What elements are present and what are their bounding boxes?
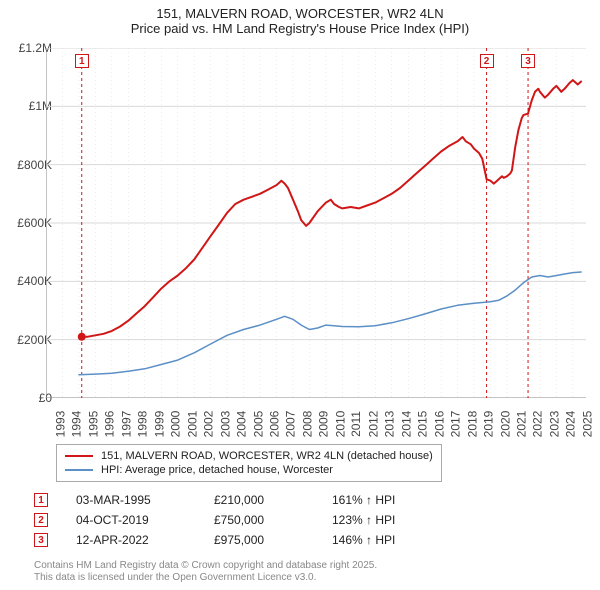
x-axis-labels: 1993199419951996199719981999200020012002… bbox=[46, 400, 586, 444]
plot-svg bbox=[46, 48, 586, 398]
x-tick-label: 2023 bbox=[547, 411, 561, 438]
plot-area bbox=[46, 48, 586, 398]
sale-date: 04-OCT-2019 bbox=[76, 513, 186, 527]
x-tick-label: 2020 bbox=[498, 411, 512, 438]
sale-row: 3 12-APR-2022 £975,000 146% ↑ HPI bbox=[34, 530, 442, 550]
x-tick-label: 2013 bbox=[383, 411, 397, 438]
title-block: 151, MALVERN ROAD, WORCESTER, WR2 4LN Pr… bbox=[0, 0, 600, 38]
x-tick-label: 2017 bbox=[448, 411, 462, 438]
legend-row: HPI: Average price, detached house, Worc… bbox=[65, 463, 433, 477]
x-tick-label: 1998 bbox=[136, 411, 150, 438]
sale-badge: 1 bbox=[34, 493, 48, 507]
title-subtitle: Price paid vs. HM Land Registry's House … bbox=[10, 21, 590, 36]
x-tick-label: 1999 bbox=[152, 411, 166, 438]
footnote-line1: Contains HM Land Registry data © Crown c… bbox=[34, 560, 377, 572]
sale-row: 2 04-OCT-2019 £750,000 123% ↑ HPI bbox=[34, 510, 442, 530]
x-tick-label: 2018 bbox=[465, 411, 479, 438]
x-tick-label: 2003 bbox=[218, 411, 232, 438]
x-tick-label: 2015 bbox=[416, 411, 430, 438]
chart-container: 151, MALVERN ROAD, WORCESTER, WR2 4LN Pr… bbox=[0, 0, 600, 590]
legend-label: HPI: Average price, detached house, Worc… bbox=[101, 464, 333, 476]
legend-box: 151, MALVERN ROAD, WORCESTER, WR2 4LN (d… bbox=[56, 444, 442, 482]
sale-hpi: 161% ↑ HPI bbox=[332, 493, 442, 507]
footnote-line2: This data is licensed under the Open Gov… bbox=[34, 572, 377, 584]
x-tick-label: 2025 bbox=[580, 411, 594, 438]
sale-price: £750,000 bbox=[214, 513, 304, 527]
sale-badge: 3 bbox=[34, 533, 48, 547]
legend-swatch bbox=[65, 469, 93, 471]
x-tick-label: 2006 bbox=[267, 411, 281, 438]
sale-badge: 2 bbox=[34, 513, 48, 527]
x-tick-label: 2019 bbox=[481, 411, 495, 438]
x-tick-label: 2016 bbox=[432, 411, 446, 438]
x-tick-label: 2022 bbox=[531, 411, 545, 438]
sale-marker-flag: 2 bbox=[480, 54, 494, 68]
legend-row: 151, MALVERN ROAD, WORCESTER, WR2 4LN (d… bbox=[65, 449, 433, 463]
x-tick-label: 2010 bbox=[333, 411, 347, 438]
sale-marker-flag: 3 bbox=[521, 54, 535, 68]
x-tick-label: 2008 bbox=[300, 411, 314, 438]
x-tick-label: 2009 bbox=[317, 411, 331, 438]
sales-table: 1 03-MAR-1995 £210,000 161% ↑ HPI 2 04-OCT-20… bbox=[34, 490, 442, 550]
x-tick-label: 1995 bbox=[86, 411, 100, 438]
x-tick-label: 2014 bbox=[399, 411, 413, 438]
x-tick-label: 2007 bbox=[284, 411, 298, 438]
sale-price: £975,000 bbox=[214, 533, 304, 547]
sale-price: £210,000 bbox=[214, 493, 304, 507]
x-tick-label: 2024 bbox=[564, 411, 578, 438]
legend-swatch bbox=[65, 455, 93, 457]
x-tick-label: 1994 bbox=[70, 411, 84, 438]
x-tick-label: 1997 bbox=[119, 411, 133, 438]
sale-date: 12-APR-2022 bbox=[76, 533, 186, 547]
x-tick-label: 2021 bbox=[514, 411, 528, 438]
x-tick-label: 1996 bbox=[103, 411, 117, 438]
footnote: Contains HM Land Registry data © Crown c… bbox=[34, 560, 377, 584]
sale-row: 1 03-MAR-1995 £210,000 161% ↑ HPI bbox=[34, 490, 442, 510]
x-tick-label: 2001 bbox=[185, 411, 199, 438]
sale-hpi: 123% ↑ HPI bbox=[332, 513, 442, 527]
x-tick-label: 2004 bbox=[234, 411, 248, 438]
x-tick-label: 2011 bbox=[349, 411, 363, 437]
x-tick-label: 2012 bbox=[366, 411, 380, 438]
x-tick-label: 2002 bbox=[202, 411, 216, 438]
legend-label: 151, MALVERN ROAD, WORCESTER, WR2 4LN (d… bbox=[101, 450, 433, 462]
x-tick-label: 2000 bbox=[169, 411, 183, 438]
x-tick-label: 1993 bbox=[53, 411, 67, 438]
sale-date: 03-MAR-1995 bbox=[76, 493, 186, 507]
sale-marker-flag: 1 bbox=[75, 54, 89, 68]
x-tick-label: 2005 bbox=[251, 411, 265, 438]
title-address: 151, MALVERN ROAD, WORCESTER, WR2 4LN bbox=[10, 6, 590, 21]
sale-hpi: 146% ↑ HPI bbox=[332, 533, 442, 547]
